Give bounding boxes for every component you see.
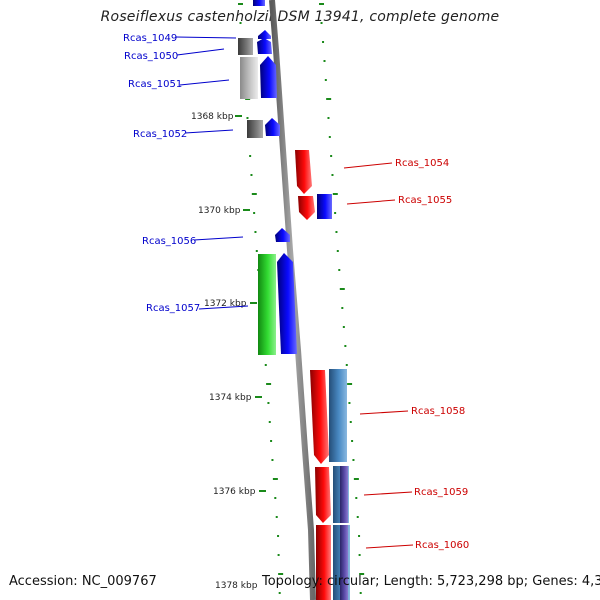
gene-rcas-1055-red[interactable] <box>298 196 315 220</box>
leader-line <box>179 79 230 86</box>
kbp-label: 1374 kbp <box>209 393 252 403</box>
gene-rcas-1048[interactable] <box>253 0 265 6</box>
leader-line <box>359 410 409 415</box>
leader-line <box>184 129 234 134</box>
kbp-label: 1372 kbp <box>204 299 247 309</box>
gene-label-group: Rcas_1049 Rcas_1050 Rcas_1051 Rcas_1052 … <box>123 33 469 551</box>
leader-line <box>176 48 225 56</box>
gene-rcas-1057[interactable] <box>277 253 297 354</box>
gene-rcas-1057-green[interactable] <box>258 254 276 355</box>
leader-line <box>365 544 414 549</box>
gene-rcas-1054[interactable] <box>295 150 312 194</box>
kbp-label: 1378 kbp <box>215 581 258 591</box>
gene-label-rcas-1056[interactable]: Rcas_1056 <box>142 236 196 247</box>
gene-rcas-1058[interactable] <box>329 369 347 462</box>
gene-label-rcas-1055[interactable]: Rcas_1055 <box>398 195 452 206</box>
leader-line <box>193 236 244 241</box>
gene-rcas-1056[interactable] <box>275 228 290 242</box>
kbp-label: 1368 kbp <box>191 112 234 122</box>
leader-line <box>198 305 249 310</box>
gene-label-rcas-1059[interactable]: Rcas_1059 <box>414 487 468 498</box>
genome-summary: Topology: circular; Length: 5,723,298 bp… <box>262 574 600 589</box>
leader-line <box>346 199 396 205</box>
gene-rcas-1059-red[interactable] <box>315 467 331 523</box>
gene-label-rcas-1052[interactable]: Rcas_1052 <box>133 129 187 140</box>
gene-label-rcas-1051[interactable]: Rcas_1051 <box>128 79 182 90</box>
gene-rcas-1052[interactable] <box>265 118 280 136</box>
gene-label-rcas-1058[interactable]: Rcas_1058 <box>411 406 465 417</box>
gene-rcas-1055[interactable] <box>317 194 332 219</box>
gene-label-rcas-1050[interactable]: Rcas_1050 <box>124 51 178 62</box>
accession-label: Accession: NC_009767 <box>9 574 157 589</box>
gene-rcas-1060-red[interactable] <box>316 525 331 600</box>
gene-label-rcas-1049[interactable]: Rcas_1049 <box>123 33 177 44</box>
gene-rcas-1050-gray[interactable] <box>238 38 253 55</box>
gene-label-rcas-1060[interactable]: Rcas_1060 <box>415 540 469 551</box>
gene-rcas-1060-purple[interactable] <box>340 525 348 600</box>
kbp-scale: 1368 kbp 1370 kbp 1372 kbp 1374 kbp 1376… <box>191 112 266 591</box>
gene-features-right <box>295 150 350 600</box>
gene-rcas-1050[interactable] <box>257 38 272 54</box>
gene-rcas-1051[interactable] <box>260 56 277 98</box>
gene-rcas-1051-gray[interactable] <box>240 57 258 99</box>
gene-label-rcas-1057[interactable]: Rcas_1057 <box>146 303 200 314</box>
leader-line <box>343 162 393 169</box>
gene-rcas-1049[interactable] <box>258 30 271 39</box>
leader-line <box>175 36 237 39</box>
gene-label-rcas-1054[interactable]: Rcas_1054 <box>395 158 449 169</box>
gene-rcas-1058-red[interactable] <box>310 370 329 464</box>
map-title: Roseiflexus castenholzii DSM 13941, comp… <box>100 9 500 25</box>
kbp-label: 1370 kbp <box>198 206 241 216</box>
gene-rcas-1052-gray[interactable] <box>247 120 263 138</box>
kbp-label: 1376 kbp <box>213 487 256 497</box>
leader-line <box>363 491 413 496</box>
gene-rcas-1059-purple[interactable] <box>340 466 348 523</box>
gene-features <box>238 0 297 355</box>
